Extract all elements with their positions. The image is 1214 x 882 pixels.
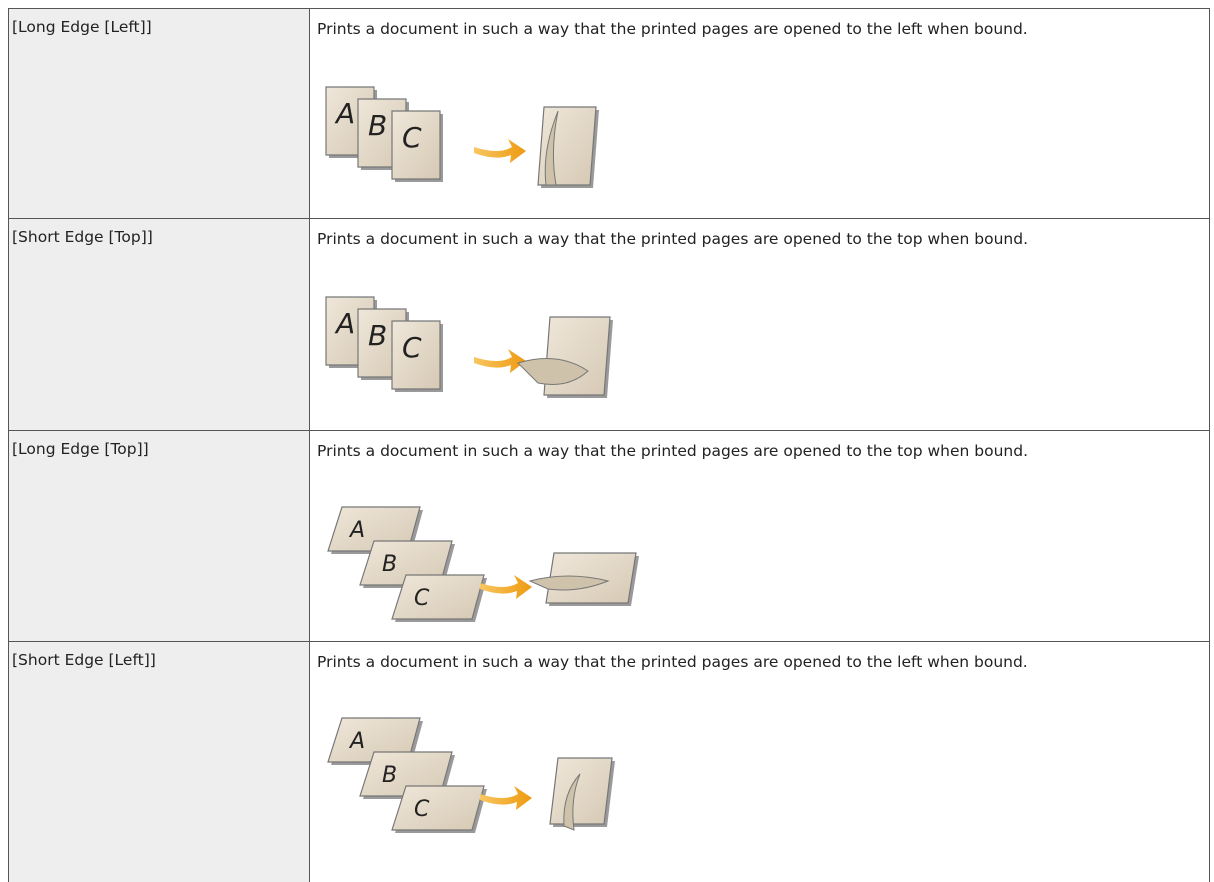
- page-curl: [563, 773, 581, 831]
- page: [549, 757, 613, 825]
- setting-description-cell: Prints a document in such a way that the…: [310, 9, 1210, 219]
- setting-description: Prints a document in such a way that the…: [317, 20, 1028, 38]
- table-row: [Short Edge [Left]] Prints a document in …: [8, 641, 1210, 882]
- page: [391, 110, 441, 180]
- page: [391, 320, 441, 390]
- page-letter: B: [368, 109, 387, 142]
- setting-name: [Short Edge [Top]]: [8, 219, 310, 431]
- page: [391, 574, 485, 620]
- page-curl: [528, 575, 610, 591]
- setting-name: [Long Edge [Left]]: [8, 9, 310, 219]
- table-row: [Long Edge [Top]] Prints a document in su…: [8, 430, 1210, 642]
- page-letter: C: [414, 797, 430, 822]
- page-letter: B: [368, 319, 387, 352]
- arrow: [480, 575, 532, 599]
- page-letter: A: [348, 518, 365, 543]
- arrow: [474, 139, 526, 163]
- table-row: [Long Edge [Left]] Prints a document in s…: [8, 8, 1210, 219]
- page-letter: C: [414, 586, 430, 611]
- illustration: ABC: [327, 717, 615, 833]
- page-letter: B: [382, 552, 397, 577]
- page-curl: [544, 110, 559, 186]
- setting-description: Prints a document in such a way that the…: [317, 653, 1028, 671]
- page-letter: A: [334, 307, 355, 340]
- setting-name: [Short Edge [Left]]: [8, 642, 310, 882]
- arrow: [480, 786, 532, 810]
- setting-description-cell: Prints a document in such a way that the…: [310, 219, 1210, 431]
- setting-description: Prints a document in such a way that the…: [317, 442, 1029, 460]
- page-curl: [517, 358, 589, 385]
- page-letter: B: [382, 763, 397, 788]
- page: [391, 785, 485, 831]
- page-letter: C: [402, 121, 422, 154]
- setting-description-cell: Prints a document in such a way that the…: [310, 642, 1210, 882]
- setting-name: [Long Edge [Top]]: [8, 431, 310, 642]
- page-letter: A: [334, 97, 355, 130]
- arrow: [474, 349, 526, 373]
- setting-description: Prints a document in such a way that the…: [317, 230, 1029, 248]
- table-row: [Short Edge [Top]] Prints a document in s…: [8, 218, 1210, 431]
- setting-description-cell: Prints a document in such a way that the…: [310, 431, 1210, 642]
- page-letter: C: [402, 331, 422, 364]
- page-letter: A: [348, 729, 365, 754]
- illustration: ABC: [327, 506, 639, 622]
